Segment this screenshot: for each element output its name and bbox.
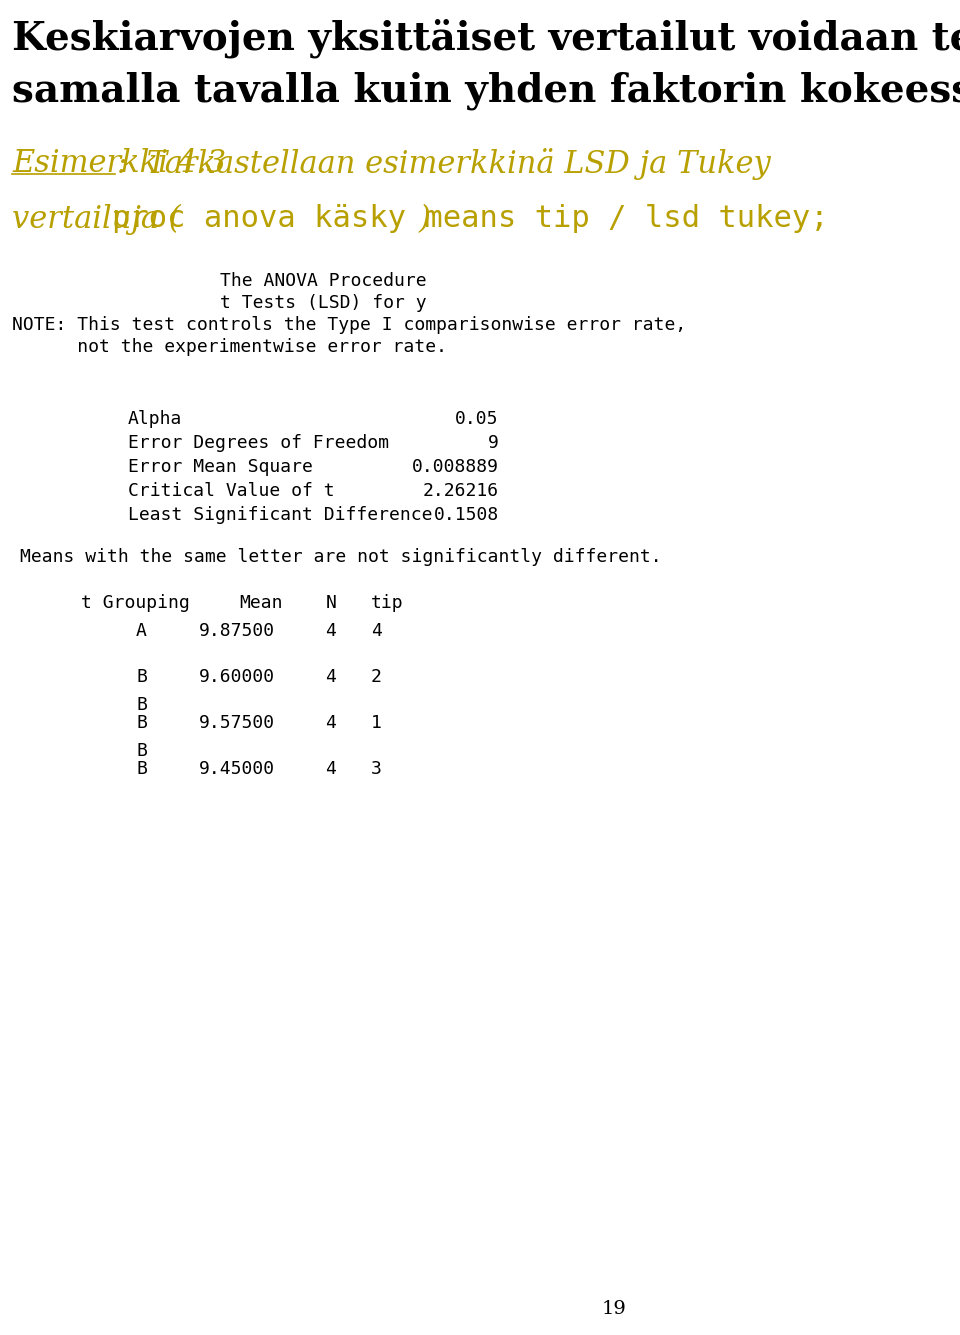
Text: 3: 3 xyxy=(371,760,381,778)
Text: 9.45000: 9.45000 xyxy=(199,760,275,778)
Text: NOTE: This test controls the Type I comparisonwise error rate,: NOTE: This test controls the Type I comp… xyxy=(12,316,686,334)
Text: Critical Value of t: Critical Value of t xyxy=(128,482,335,501)
Text: Error Degrees of Freedom: Error Degrees of Freedom xyxy=(128,434,389,453)
Text: 9.87500: 9.87500 xyxy=(199,622,275,639)
Text: B: B xyxy=(136,742,147,760)
Text: 4: 4 xyxy=(325,714,336,732)
Text: Means with the same letter are not significantly different.: Means with the same letter are not signi… xyxy=(20,547,661,566)
Text: :  Tarkastellaan esimerkkinä LSD ja Tukey: : Tarkastellaan esimerkkinä LSD ja Tukey xyxy=(116,148,770,180)
Text: 19: 19 xyxy=(602,1300,627,1318)
Text: Mean: Mean xyxy=(239,594,283,611)
Text: 2.26216: 2.26216 xyxy=(422,482,498,501)
Text: t Tests (LSD) for y: t Tests (LSD) for y xyxy=(220,294,427,312)
Text: Alpha: Alpha xyxy=(128,410,182,429)
Text: B: B xyxy=(136,696,147,714)
Text: The ANOVA Procedure: The ANOVA Procedure xyxy=(220,272,427,290)
Text: t Grouping: t Grouping xyxy=(81,594,190,611)
Text: tip: tip xyxy=(371,594,403,611)
Text: B: B xyxy=(136,760,147,778)
Text: 9.60000: 9.60000 xyxy=(199,668,275,686)
Text: vertailuja (: vertailuja ( xyxy=(12,204,180,235)
Text: 4: 4 xyxy=(371,622,381,639)
Text: Esimerkki 4.3: Esimerkki 4.3 xyxy=(12,148,227,179)
Text: A: A xyxy=(136,622,147,639)
Text: 9.57500: 9.57500 xyxy=(199,714,275,732)
Text: B: B xyxy=(136,668,147,686)
Text: 2: 2 xyxy=(371,668,381,686)
Text: 4: 4 xyxy=(325,668,336,686)
Text: 1: 1 xyxy=(371,714,381,732)
Text: 9: 9 xyxy=(488,434,498,453)
Text: 0.008889: 0.008889 xyxy=(412,458,498,477)
Text: B: B xyxy=(136,714,147,732)
Text: 0.1508: 0.1508 xyxy=(433,506,498,525)
Text: N: N xyxy=(325,594,336,611)
Text: proc anova käsky means tip / lsd tukey;: proc anova käsky means tip / lsd tukey; xyxy=(112,204,828,234)
Text: 4: 4 xyxy=(325,760,336,778)
Text: samalla tavalla kuin yhden faktorin kokeessa.: samalla tavalla kuin yhden faktorin koke… xyxy=(12,72,960,111)
Text: ): ) xyxy=(419,204,430,235)
Text: 0.05: 0.05 xyxy=(455,410,498,429)
Text: 4: 4 xyxy=(325,622,336,639)
Text: Error Mean Square: Error Mean Square xyxy=(128,458,313,477)
Text: Least Significant Difference: Least Significant Difference xyxy=(128,506,433,525)
Text: not the experimentwise error rate.: not the experimentwise error rate. xyxy=(12,338,447,356)
Text: Keskiarvojen yksittäiset vertailut voidaan tehdä: Keskiarvojen yksittäiset vertailut voida… xyxy=(12,17,960,57)
